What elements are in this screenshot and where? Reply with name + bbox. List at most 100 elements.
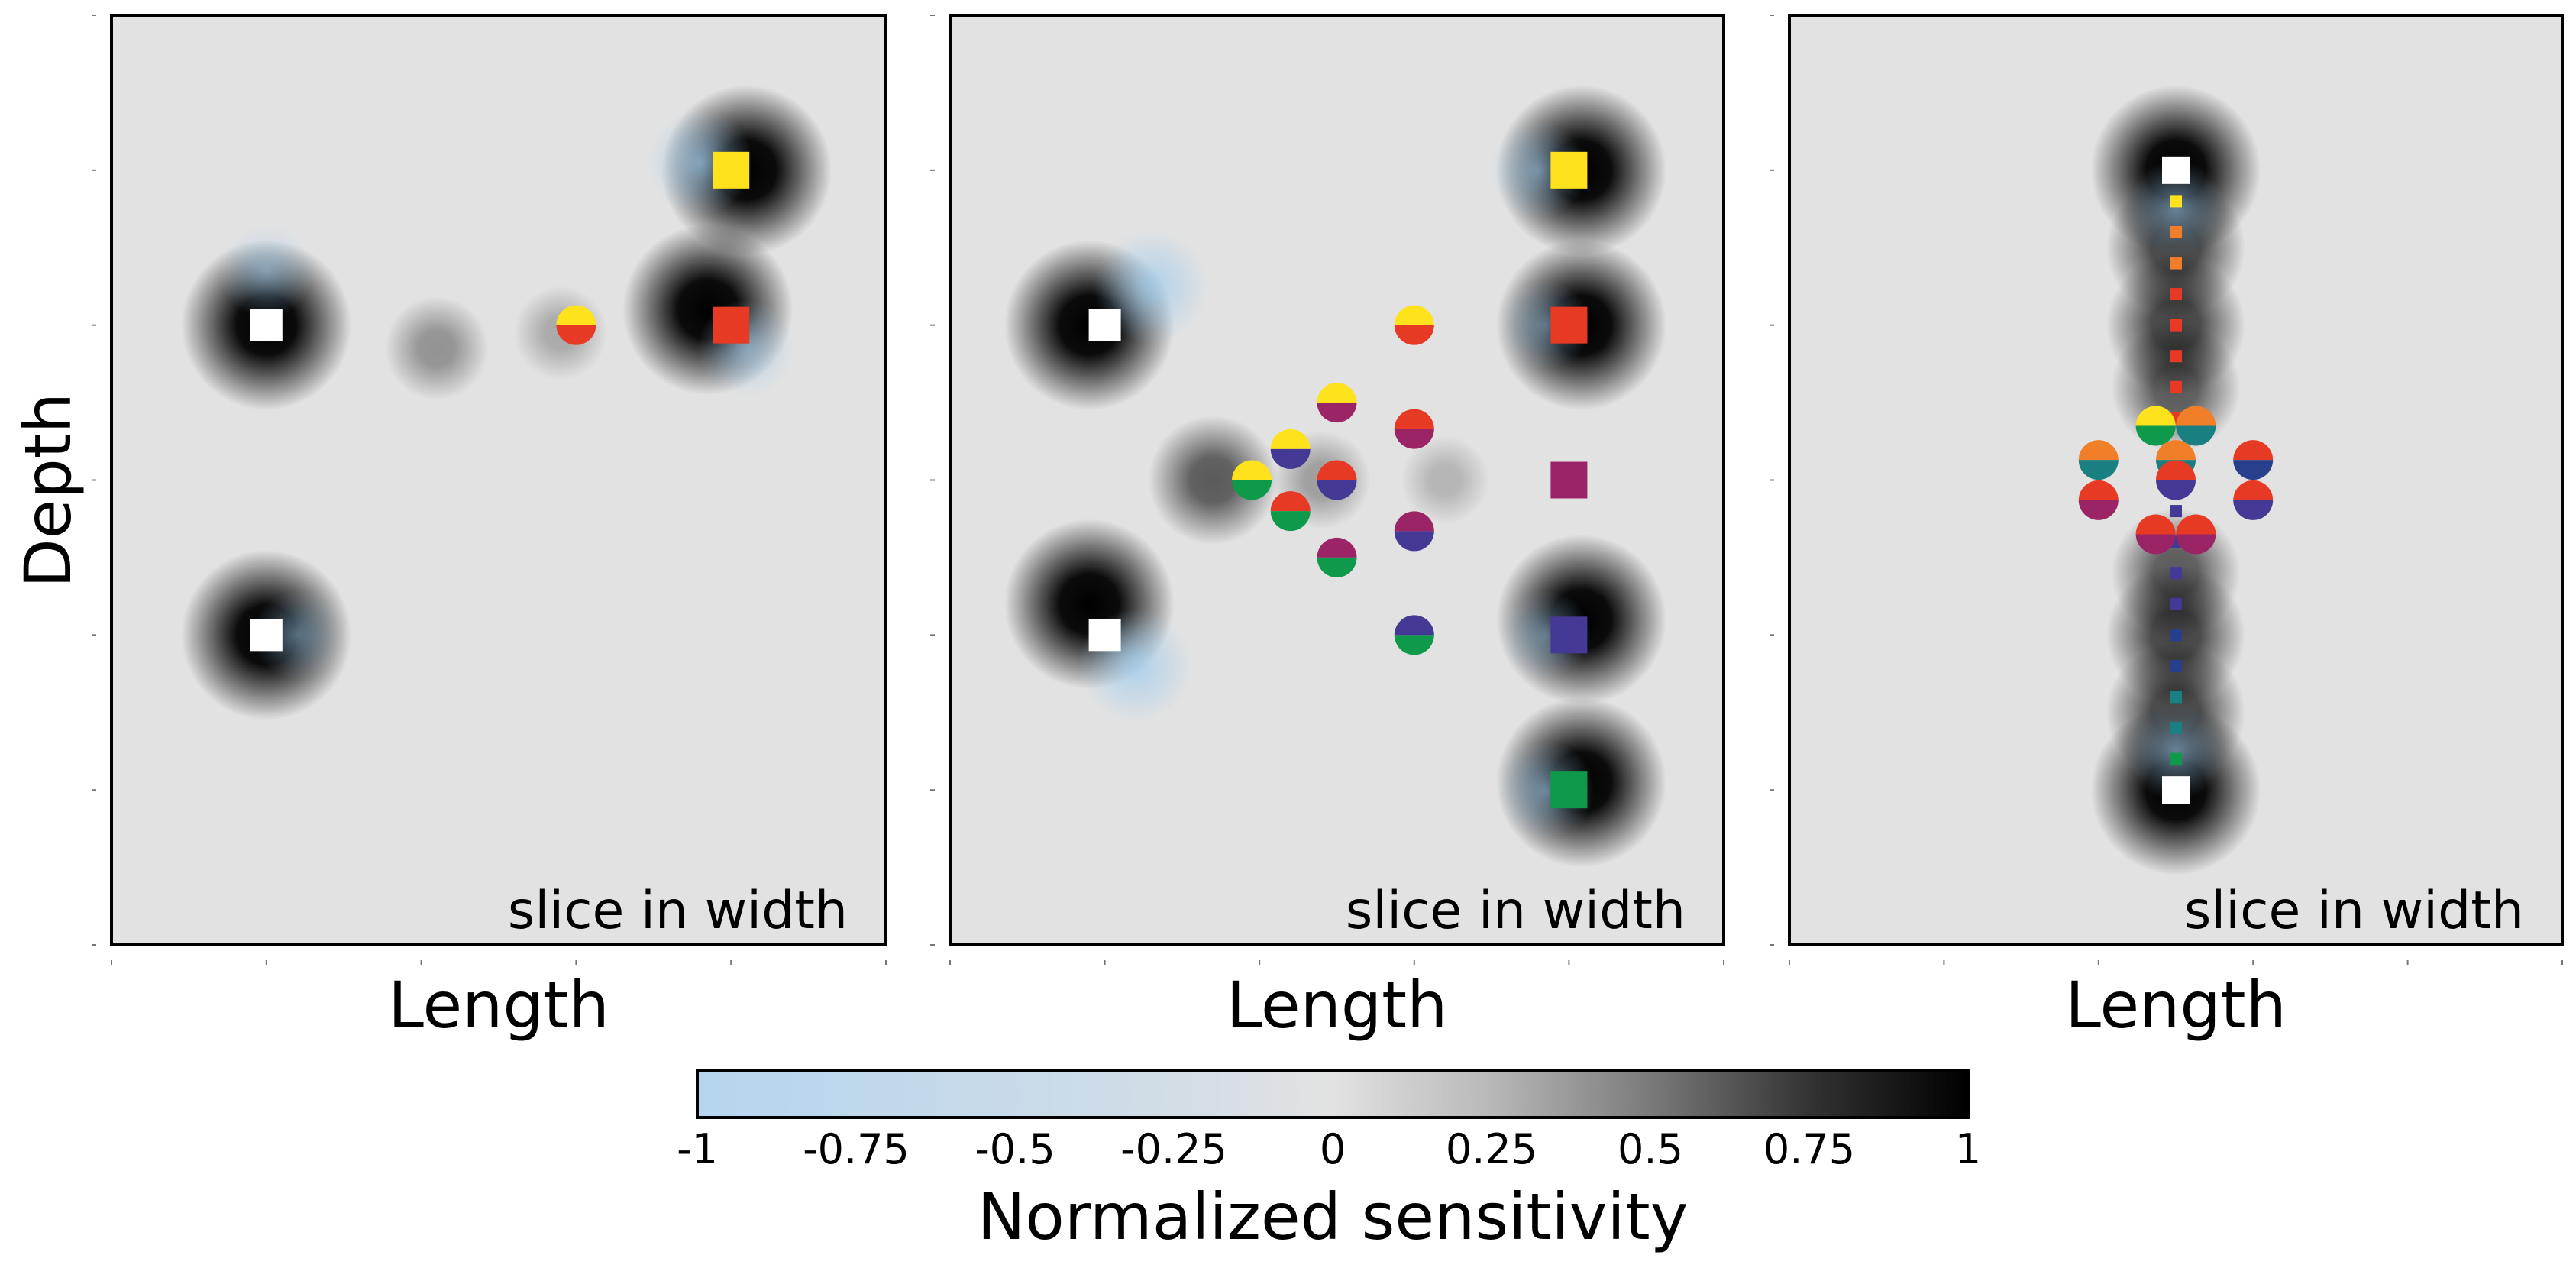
receiver-marker bbox=[2170, 225, 2182, 238]
half-circle-top bbox=[1394, 511, 1434, 532]
sensitivity-point bbox=[1394, 615, 1434, 655]
half-circle-bottom bbox=[1270, 511, 1311, 532]
half-circle-top bbox=[2156, 440, 2196, 461]
half-circle-top bbox=[1317, 383, 1357, 403]
sensitivity-point bbox=[1317, 460, 1357, 500]
colorbar-tick-label: -0.75 bbox=[803, 1125, 910, 1173]
half-circle-bottom bbox=[2233, 500, 2274, 520]
sensitivity-blob bbox=[2127, 160, 2225, 258]
receiver-marker bbox=[2170, 659, 2182, 672]
sensitivity-point bbox=[2135, 514, 2176, 555]
half-circle-bottom bbox=[1270, 448, 1311, 469]
x-axis-label-3: Length bbox=[2065, 968, 2287, 1043]
half-circle-top bbox=[1317, 537, 1357, 558]
half-circle-bottom bbox=[1394, 531, 1434, 552]
sensitivity-blob bbox=[1501, 590, 1591, 680]
half-circle-bottom bbox=[556, 325, 596, 345]
half-circle-bottom bbox=[2233, 460, 2274, 480]
half-circle-top bbox=[1270, 491, 1311, 512]
sensitivity-blob bbox=[1501, 280, 1591, 370]
sensitivity-blob bbox=[1489, 121, 1587, 219]
receiver-marker bbox=[1550, 306, 1588, 344]
source-marker bbox=[1088, 309, 1121, 341]
half-circle-bottom bbox=[1317, 480, 1357, 500]
sensitivity-blob bbox=[384, 296, 489, 401]
panel-3: slice in width Length bbox=[1770, 14, 2564, 1043]
panel-1: slice in width Length bbox=[92, 14, 887, 1043]
half-circle-bottom bbox=[1317, 557, 1357, 577]
sensitivity-blob bbox=[2127, 702, 2225, 801]
colorbar-tick-label: 0.25 bbox=[1446, 1125, 1537, 1173]
receiver-marker bbox=[1550, 771, 1588, 809]
receiver-marker bbox=[2170, 567, 2182, 580]
colorbar-gradient bbox=[696, 1069, 1970, 1119]
heatmap-1 bbox=[112, 15, 886, 945]
half-circle-top bbox=[2078, 480, 2119, 500]
half-circle-top bbox=[2135, 406, 2176, 426]
half-circle-top bbox=[2135, 514, 2176, 535]
sensitivity-point bbox=[1394, 305, 1434, 345]
receiver-marker bbox=[2170, 380, 2182, 393]
receiver-marker bbox=[2170, 288, 2182, 301]
ticks-1 bbox=[92, 15, 887, 965]
source-marker bbox=[250, 619, 283, 652]
half-circle-bottom bbox=[2135, 534, 2176, 555]
colorbar: -1 -0.75 -0.5 -0.25 0 0.25 0.5 0.75 1 Normalized… bbox=[677, 1069, 1981, 1254]
half-circle-top bbox=[2176, 406, 2216, 426]
sensitivity-point bbox=[2233, 440, 2274, 480]
source-marker bbox=[2162, 776, 2190, 804]
half-circle-bottom bbox=[1394, 325, 1434, 345]
half-circle-top bbox=[2233, 480, 2274, 500]
receiver-marker bbox=[2170, 319, 2182, 332]
colorbar-tick-label: 0.5 bbox=[1618, 1125, 1683, 1173]
colorbar-ticks: -1 -0.75 -0.5 -0.25 0 0.25 0.5 0.75 1 bbox=[677, 1125, 1981, 1173]
x-axis-label-1: Length bbox=[388, 968, 609, 1043]
half-circle-top bbox=[2176, 514, 2216, 535]
colorbar-tick-label: -0.5 bbox=[974, 1125, 1055, 1173]
half-circle-bottom bbox=[1232, 480, 1272, 500]
sensitivity-blob bbox=[1094, 229, 1209, 344]
colorbar-tick-label: 0.75 bbox=[1763, 1125, 1855, 1173]
half-circle-top bbox=[1394, 305, 1434, 325]
sensitivity-point bbox=[1270, 491, 1311, 532]
half-circle-bottom bbox=[1394, 635, 1434, 655]
half-circle-top bbox=[2233, 440, 2274, 461]
receiver-marker bbox=[2170, 691, 2182, 704]
receiver-marker bbox=[2170, 350, 2182, 363]
receiver-marker bbox=[2170, 195, 2182, 208]
sensitivity-point bbox=[2078, 480, 2119, 520]
sensitivity-point bbox=[1232, 460, 1272, 500]
half-circle-bottom bbox=[2078, 460, 2119, 480]
receiver-marker bbox=[2170, 629, 2182, 642]
sensitivity-point bbox=[556, 305, 596, 345]
sensitivity-point bbox=[2233, 480, 2274, 520]
plot-frame-2 bbox=[949, 14, 1725, 946]
half-circle-bottom bbox=[2176, 534, 2216, 555]
sensitivity-point bbox=[1394, 409, 1434, 449]
sensitivity-point bbox=[2156, 460, 2196, 500]
plot-frame-3 bbox=[1788, 14, 2564, 946]
plot-frame-1 bbox=[110, 14, 887, 946]
slice-label-3: slice in width bbox=[2184, 881, 2524, 941]
receiver-marker bbox=[1550, 461, 1588, 499]
receiver-marker bbox=[2170, 722, 2182, 735]
colorbar-label: Normalized sensitivity bbox=[978, 1179, 1689, 1254]
half-circle-top bbox=[1394, 615, 1434, 636]
sensitivity-point bbox=[2176, 406, 2216, 446]
half-circle-top bbox=[1232, 460, 1272, 480]
half-circle-bottom bbox=[2135, 425, 2176, 446]
half-circle-bottom bbox=[2156, 480, 2196, 500]
half-circle-bottom bbox=[2176, 425, 2216, 446]
x-axis-label-2: Length bbox=[1227, 968, 1448, 1043]
half-circle-bottom bbox=[1394, 429, 1434, 449]
sensitivity-blob bbox=[219, 224, 313, 318]
half-circle-bottom bbox=[2078, 500, 2119, 520]
panel-2: slice in width Length bbox=[930, 14, 1725, 1043]
ticks-3 bbox=[1770, 15, 2563, 965]
slice-label-2: slice in width bbox=[1346, 881, 1686, 941]
half-circle-top bbox=[2156, 460, 2196, 480]
colorbar-tick-label: -0.25 bbox=[1120, 1125, 1227, 1173]
sensitivity-point bbox=[1394, 511, 1434, 552]
half-circle-top bbox=[1270, 429, 1311, 449]
